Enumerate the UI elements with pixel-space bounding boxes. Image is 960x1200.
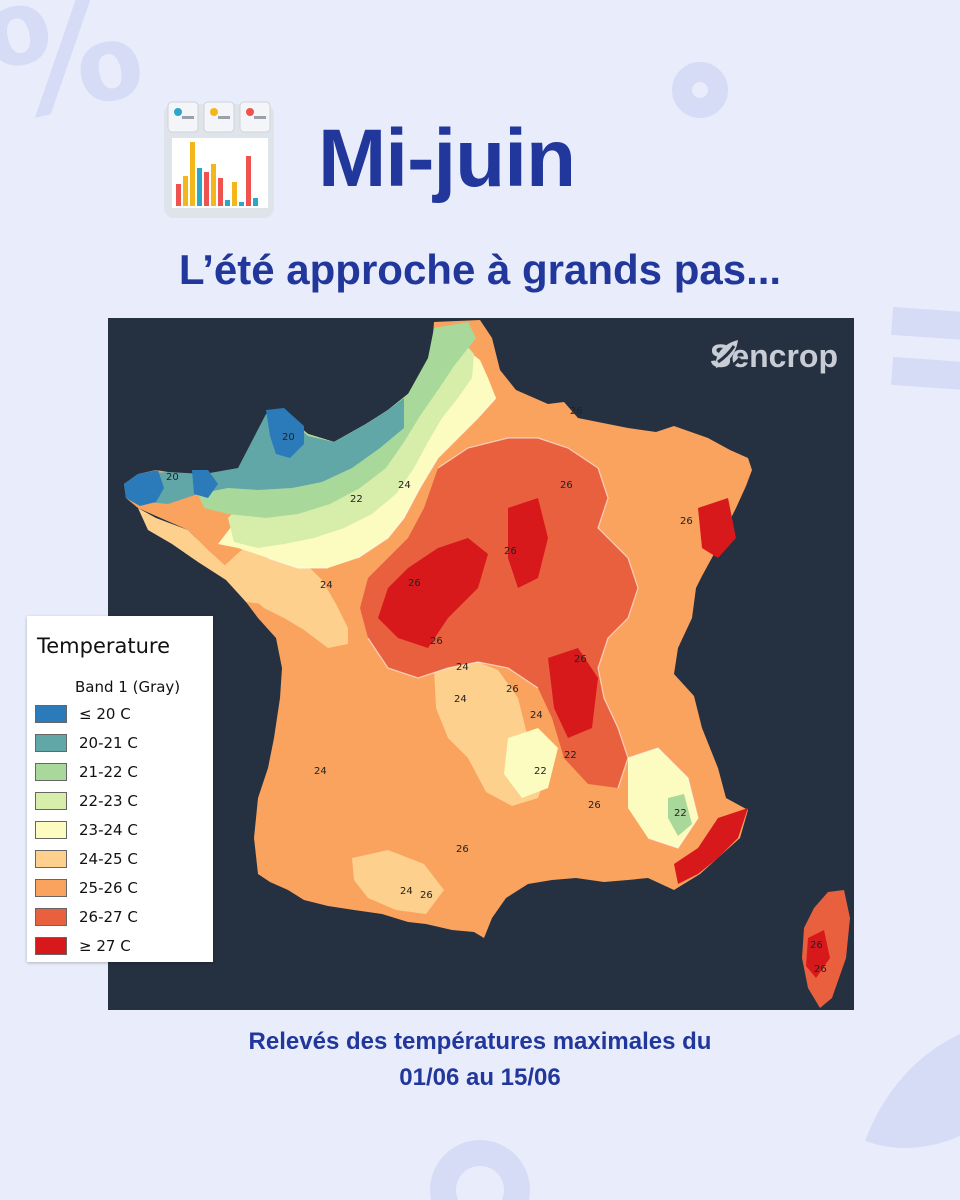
isotherm-label: 24	[400, 886, 413, 897]
legend-title: Temperature	[37, 634, 171, 658]
legend-swatch	[35, 734, 67, 752]
isotherm-label: 26	[408, 578, 421, 589]
legend-swatch	[35, 705, 67, 723]
legend-band: Band 1 (Gray)	[75, 678, 181, 696]
legend-label: 21-22 C	[79, 763, 138, 781]
map-caption: Relevés des températures maximales du 01…	[0, 1024, 960, 1096]
legend-label: 23-24 C	[79, 821, 138, 839]
zone-24-25	[352, 850, 444, 914]
zone-ge-27	[674, 808, 748, 884]
zone-21-22	[668, 794, 692, 836]
zone-le-20	[266, 408, 304, 458]
zone-ge-27	[508, 498, 548, 588]
isotherm-label: 22	[350, 494, 363, 505]
circle-decoration-icon	[430, 1140, 530, 1200]
zone-ge-27	[548, 648, 598, 738]
legend-item: 22-23 C	[35, 791, 138, 811]
zone-24-25	[224, 528, 348, 648]
bar-chart-dashboard-icon	[158, 98, 278, 222]
isotherm-label: 26	[570, 406, 583, 417]
isotherm-label: 20	[166, 472, 179, 483]
zone-24-25	[138, 508, 264, 604]
page-subtitle: L’été approche à grands pas...	[178, 246, 782, 293]
legend-label: 22-23 C	[79, 792, 138, 810]
legend-label: ≤ 20 C	[79, 705, 131, 723]
isotherm-label: 22	[674, 808, 687, 819]
isotherm-label: 26	[430, 636, 443, 647]
legend-item: ≥ 27 C	[35, 936, 131, 956]
isotherm-label: 26	[680, 516, 693, 527]
percent-decoration-icon: %	[0, 0, 157, 158]
legend-label: 26-27 C	[79, 908, 138, 926]
legend-label: 25-26 C	[79, 879, 138, 897]
isotherm-label: 24	[456, 662, 469, 673]
legend-swatch	[35, 937, 67, 955]
legend-item: 20-21 C	[35, 733, 138, 753]
zone-ge-27	[378, 538, 488, 648]
legend-swatch	[35, 821, 67, 839]
isotherm-label: 26	[814, 964, 827, 975]
isotherm-label: 26	[504, 546, 517, 557]
legend-swatch	[35, 763, 67, 781]
isotherm-label: 24	[454, 694, 467, 705]
sencrop-brand: Sencrop	[710, 338, 838, 375]
isotherm-label: 26	[588, 800, 601, 811]
temperature-map: 20 20 22 24 24 26 26 26 26 26 24 24 24 2…	[108, 318, 854, 1010]
legend-item: 24-25 C	[35, 849, 138, 869]
zone-23-24	[504, 728, 558, 798]
legend-label: ≥ 27 C	[79, 937, 131, 955]
isotherm-label: 26	[506, 684, 519, 695]
legend-label: 20-21 C	[79, 734, 138, 752]
caption-line-1: Relevés des températures maximales du	[248, 1028, 712, 1055]
zone-le-20	[192, 470, 218, 498]
zone-ge-27	[698, 498, 736, 558]
legend-swatch	[35, 850, 67, 868]
zone-ge-27	[806, 930, 830, 978]
isotherm-label: 22	[534, 766, 547, 777]
map-legend: Temperature Band 1 (Gray) ≤ 20 C 20-21 C…	[27, 616, 213, 962]
isotherm-label: 20	[282, 432, 295, 443]
isotherm-label: 26	[456, 844, 469, 855]
leaf-logo-icon	[713, 340, 742, 374]
zone-le-20	[124, 470, 164, 506]
legend-item: 23-24 C	[35, 820, 138, 840]
legend-swatch	[35, 792, 67, 810]
legend-item: 21-22 C	[35, 762, 138, 782]
isotherm-label: 22	[564, 750, 577, 761]
isotherm-label: 26	[574, 654, 587, 665]
legend-item: 26-27 C	[35, 907, 138, 927]
isotherm-lines	[267, 397, 699, 849]
isotherm-label: 26	[420, 890, 433, 901]
legend-swatch	[35, 908, 67, 926]
legend-item: ≤ 20 C	[35, 704, 131, 724]
page-title: Mi-juin	[318, 113, 576, 204]
circle-decoration-icon	[672, 62, 728, 118]
caption-line-2: 01/06 au 15/06	[399, 1064, 561, 1091]
isotherm-label: 24	[398, 480, 411, 491]
france-temperature-raster: 20 20 22 24 24 26 26 26 26 26 24 24 24 2…	[124, 320, 850, 1008]
legend-item: 25-26 C	[35, 878, 138, 898]
equals-decoration-icon	[891, 306, 960, 392]
legend-swatch	[35, 879, 67, 897]
isotherm-label: 24	[530, 710, 543, 721]
isotherm-label: 26	[560, 480, 573, 491]
isotherm-label: 24	[314, 766, 327, 777]
legend-label: 24-25 C	[79, 850, 138, 868]
isotherm-label: 26	[810, 940, 823, 951]
isotherm-label: 24	[320, 580, 333, 591]
